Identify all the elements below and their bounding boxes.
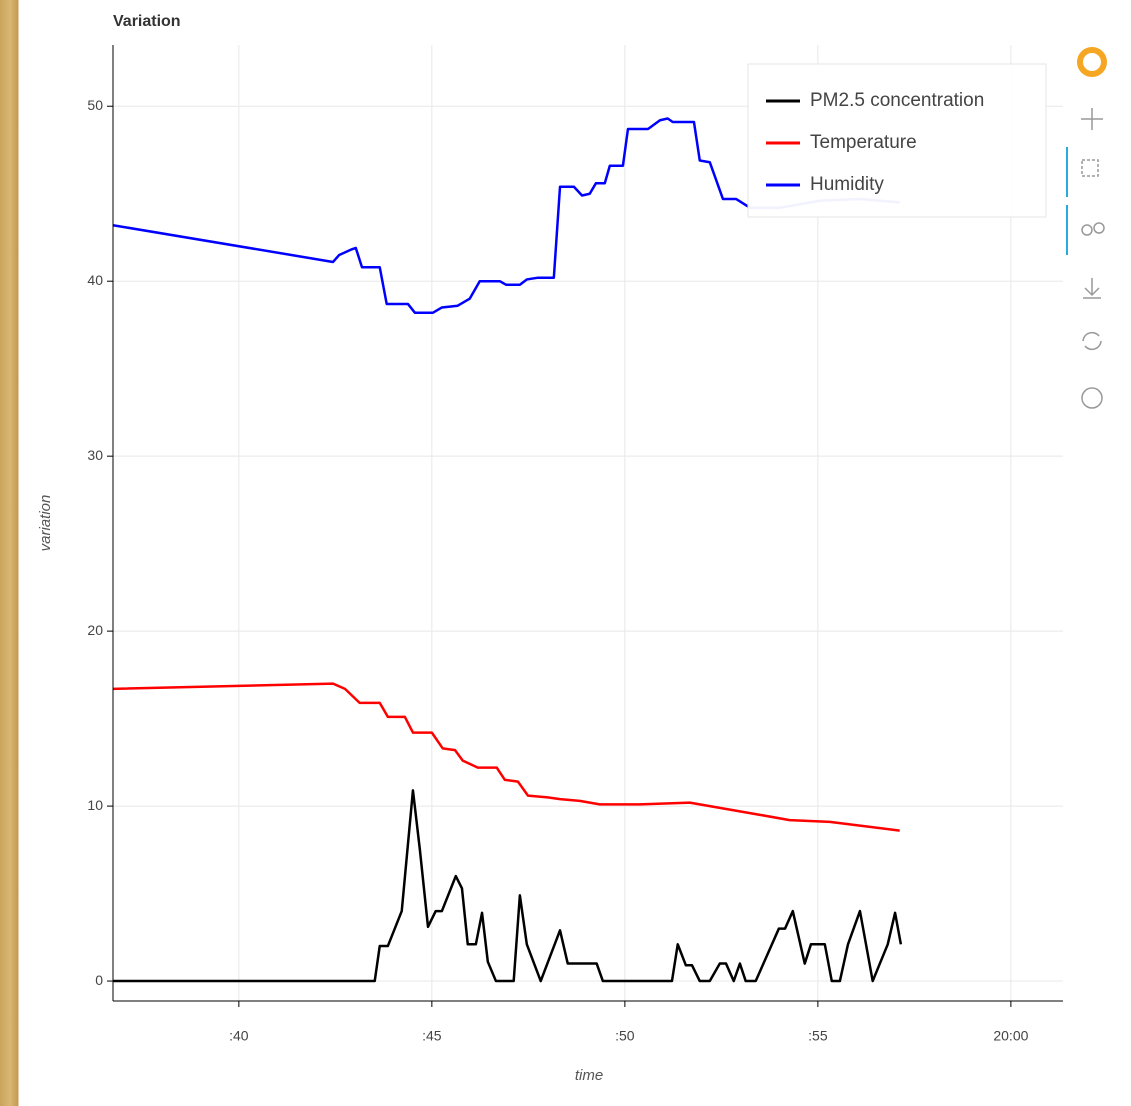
legend-label: PM2.5 concentration <box>810 90 984 111</box>
legend-label: Humidity <box>810 174 884 195</box>
grid <box>113 45 1063 1001</box>
x-tick-label: :40 <box>229 1028 249 1044</box>
pan-tool[interactable] <box>1081 108 1103 130</box>
series-line <box>112 682 900 832</box>
y-tick-label: 50 <box>87 97 103 113</box>
legend-box <box>747 63 1047 218</box>
x-tick-label: :55 <box>808 1028 828 1044</box>
toolbar <box>1066 47 1107 409</box>
y-tick-label: 0 <box>95 972 103 988</box>
help-tool[interactable] <box>1081 387 1103 409</box>
x-tick-label: 20:00 <box>993 1028 1028 1044</box>
series-line <box>113 789 903 983</box>
save-tool[interactable] <box>1083 278 1101 299</box>
lines <box>112 117 903 983</box>
wheel-zoom-tool-2[interactable] <box>1093 222 1105 234</box>
bokeh-logo[interactable] <box>1077 47 1107 77</box>
y-tick-label: 20 <box>87 622 103 638</box>
box-zoom-tool[interactable] <box>1081 159 1099 177</box>
y-tick-label: 30 <box>87 447 103 463</box>
y-tick-label: 40 <box>87 272 103 288</box>
chart-title: Variation <box>113 13 181 30</box>
series-line <box>112 117 900 314</box>
legend: PM2.5 concentration Temperature Humidity <box>747 63 1047 218</box>
ticks: 0 10 20 30 40 50 :40 :45 :50 :55 20:00 <box>87 97 1028 1044</box>
legend-label: Temperature <box>810 132 917 153</box>
x-tick-label: :45 <box>422 1028 442 1044</box>
y-axis-label: variation <box>37 495 54 552</box>
wheel-zoom-tool[interactable] <box>1081 224 1093 236</box>
reset-tool[interactable] <box>1082 331 1102 351</box>
x-tick-label: :50 <box>615 1028 635 1044</box>
y-tick-label: 10 <box>87 797 103 813</box>
x-axis-label: time <box>575 1067 603 1084</box>
